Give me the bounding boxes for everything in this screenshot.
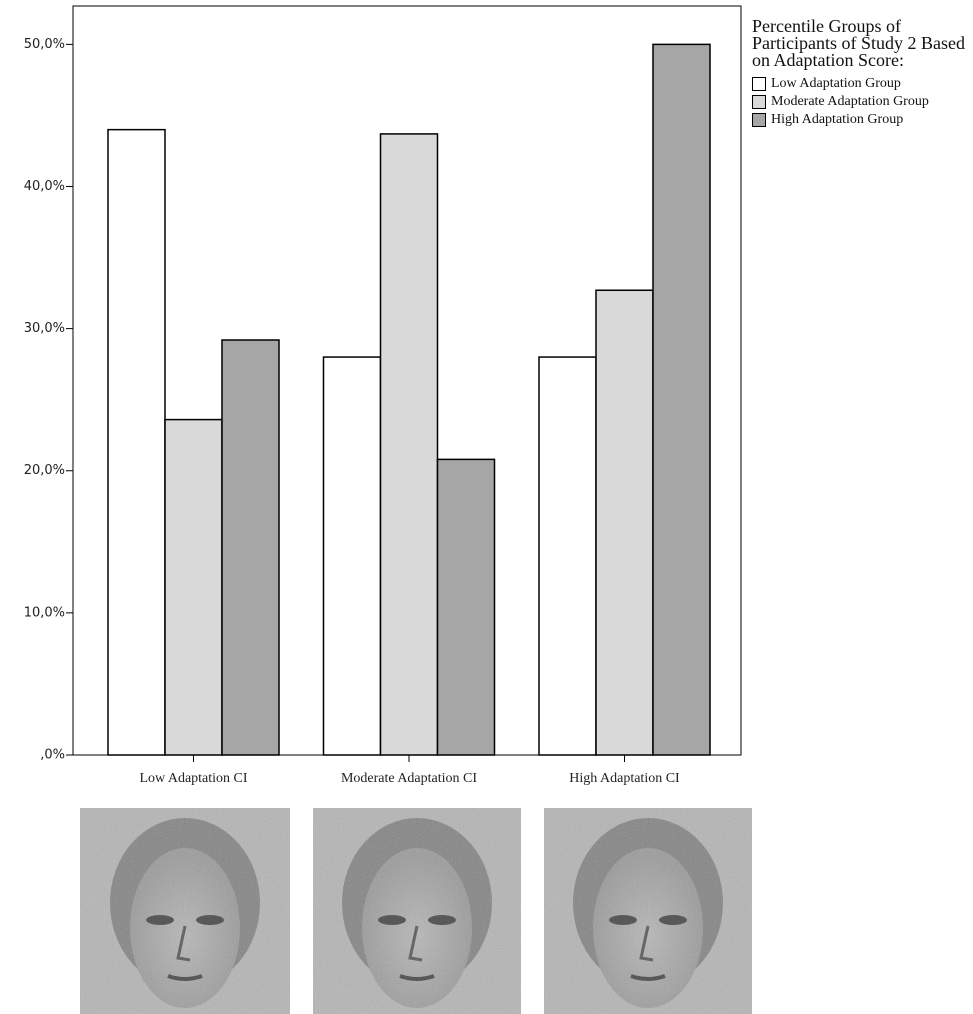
bar bbox=[438, 459, 495, 755]
legend-swatch bbox=[752, 113, 766, 127]
bar bbox=[108, 130, 165, 755]
face-image bbox=[313, 808, 521, 1014]
legend-label: Moderate Adaptation Group bbox=[771, 93, 929, 111]
y-tick-label: 40,0% bbox=[24, 179, 65, 194]
y-tick-label: 10,0% bbox=[24, 605, 65, 620]
face-images bbox=[80, 808, 752, 1014]
chart: ,0% 10,0% 20,0% 30,0% 40,0% 50,0% Low Adaptati… bbox=[0, 0, 973, 1014]
y-tick-label: 20,0% bbox=[24, 463, 65, 478]
bar bbox=[324, 357, 381, 755]
y-tick-label: 30,0% bbox=[24, 321, 65, 336]
legend-swatch bbox=[752, 95, 766, 109]
legend-label: High Adaptation Group bbox=[771, 111, 903, 129]
y-tick-label: ,0% bbox=[40, 748, 65, 763]
bar bbox=[222, 340, 279, 755]
legend-item: Low Adaptation Group bbox=[752, 75, 973, 93]
legend-label: Low Adaptation Group bbox=[771, 75, 901, 93]
legend-swatch bbox=[752, 77, 766, 91]
legend-item: Moderate Adaptation Group bbox=[752, 93, 973, 111]
legend: Percentile Groups of Participants of Stu… bbox=[752, 18, 973, 129]
page: {"chart_data": {"type": "bar", "categori… bbox=[0, 0, 973, 1014]
x-tick-label: High Adaptation CI bbox=[569, 771, 680, 786]
legend-item: High Adaptation Group bbox=[752, 111, 973, 129]
face-image bbox=[80, 808, 290, 1014]
bar bbox=[653, 44, 710, 755]
bar bbox=[596, 290, 653, 755]
bar bbox=[381, 134, 438, 755]
bar bbox=[539, 357, 596, 755]
legend-title: Percentile Groups of Participants of Stu… bbox=[752, 18, 970, 69]
bar bbox=[165, 420, 222, 755]
y-tick-label: 50,0% bbox=[24, 37, 65, 52]
x-tick-label: Moderate Adaptation CI bbox=[341, 771, 477, 786]
x-tick-label: Low Adaptation CI bbox=[139, 771, 247, 786]
face-image bbox=[544, 808, 752, 1014]
